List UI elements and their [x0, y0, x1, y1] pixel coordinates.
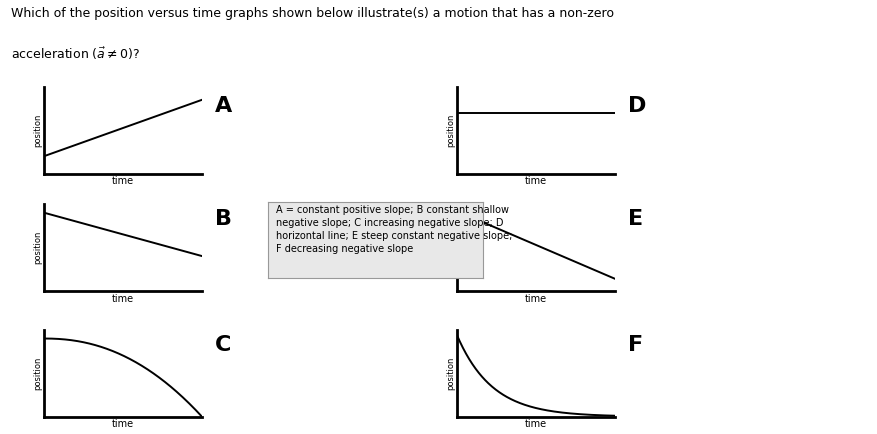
Text: Which of the position versus time graphs shown below illustrate(s) a motion that: Which of the position versus time graphs… [11, 7, 613, 20]
Text: A = constant positive slope; B constant shallow
negative slope; C increasing neg: A = constant positive slope; B constant … [276, 205, 512, 254]
Y-axis label: position: position [33, 114, 42, 147]
X-axis label: time: time [111, 176, 134, 186]
Y-axis label: position: position [446, 114, 454, 147]
Text: E: E [627, 209, 642, 229]
Text: F: F [627, 335, 642, 355]
X-axis label: time: time [524, 419, 546, 429]
Text: C: C [215, 335, 232, 355]
X-axis label: time: time [111, 293, 134, 303]
X-axis label: time: time [524, 176, 546, 186]
Text: D: D [627, 96, 645, 116]
Text: B: B [215, 209, 232, 229]
Y-axis label: position: position [33, 231, 42, 264]
X-axis label: time: time [111, 419, 134, 429]
Y-axis label: position: position [33, 357, 42, 390]
Text: acceleration $\left(\vec{a} \neq 0\right)$?: acceleration $\left(\vec{a} \neq 0\right… [11, 46, 139, 62]
Y-axis label: position: position [446, 357, 454, 390]
Text: A: A [215, 96, 232, 116]
X-axis label: time: time [524, 293, 546, 303]
Y-axis label: position: position [446, 231, 454, 264]
